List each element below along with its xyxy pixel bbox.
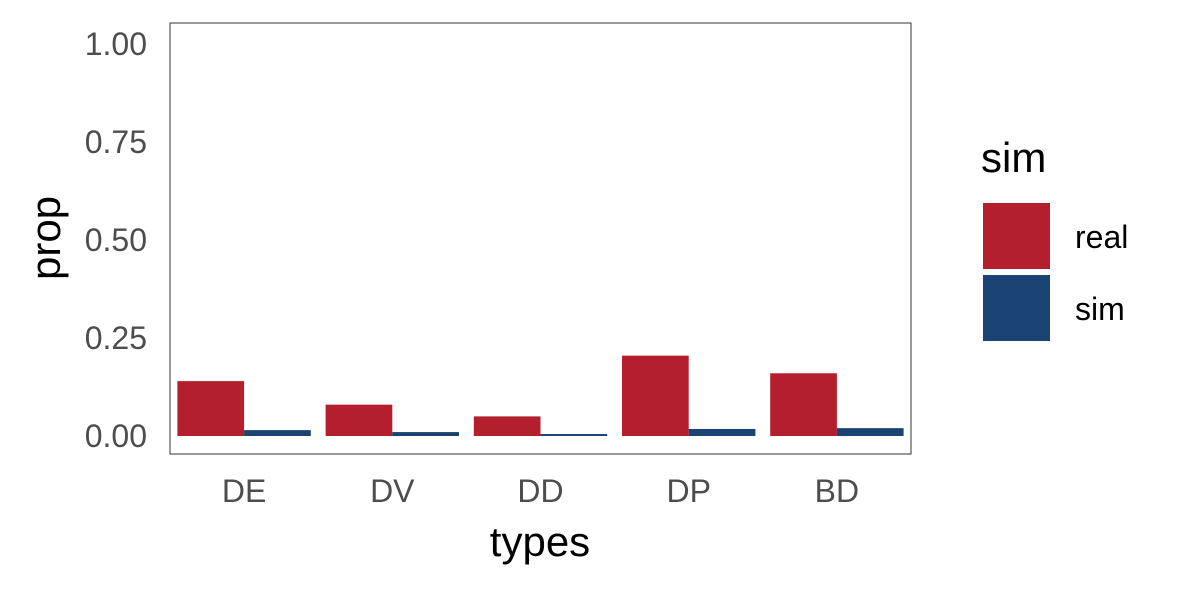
y-tick-label: 0.50: [85, 222, 147, 258]
bar-sim-dv: [392, 432, 459, 436]
legend-label-sim: sim: [1075, 291, 1125, 327]
y-axis-title: prop: [22, 196, 69, 280]
bar-real-de: [177, 381, 245, 436]
x-tick-label: DD: [517, 473, 563, 509]
y-tick-label: 1.00: [85, 26, 147, 62]
legend-key-sim: [983, 275, 1050, 341]
bars: [177, 355, 904, 436]
x-tick-label: DV: [370, 473, 415, 509]
bar-real-dv: [325, 404, 393, 436]
bar-sim-bd: [836, 428, 904, 436]
legend: sim real sim: [981, 134, 1128, 341]
y-tick-label: 0.75: [85, 124, 147, 160]
x-tick-label: BD: [815, 473, 859, 509]
y-tick-label: 0.00: [85, 418, 147, 454]
legend-key-real: [983, 203, 1050, 269]
x-tick-label: DP: [666, 473, 710, 509]
y-tick-label: 0.25: [85, 320, 147, 356]
x-axis-ticks: DE DV DD DP BD: [222, 473, 859, 509]
bar-real-dd: [473, 416, 541, 436]
bar-real-dp: [622, 355, 689, 436]
legend-label-real: real: [1075, 219, 1128, 255]
x-tick-label: DE: [222, 473, 266, 509]
bar-sim-de: [244, 430, 311, 436]
legend-items: real sim: [983, 203, 1128, 341]
bar-sim-dp: [688, 428, 756, 436]
x-axis-title: types: [490, 518, 590, 565]
bar-sim-dd: [540, 434, 608, 436]
bar-real-bd: [770, 373, 837, 436]
legend-title: sim: [981, 134, 1046, 181]
y-axis-ticks: 0.00 0.25 0.50 0.75 1.00: [85, 26, 147, 454]
